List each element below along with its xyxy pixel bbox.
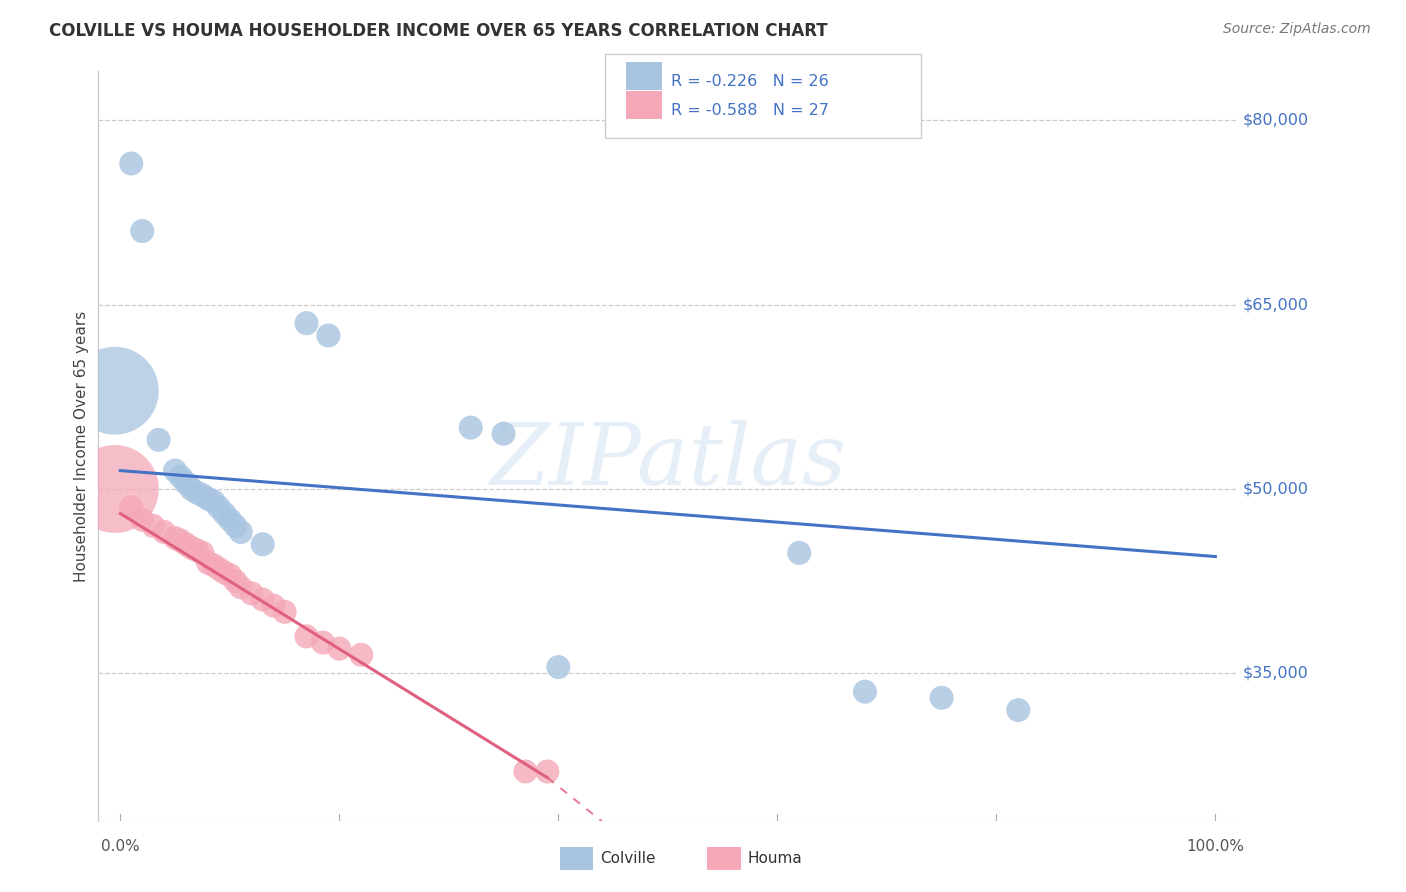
Point [787,546,810,560]
Text: COLVILLE VS HOUMA HOUSEHOLDER INCOME OVER 65 YEARS CORRELATION CHART: COLVILLE VS HOUMA HOUSEHOLDER INCOME OVE… [49,22,828,40]
Point [191,488,214,502]
Point [208,500,231,515]
Text: R = -0.588   N = 27: R = -0.588 N = 27 [671,103,828,118]
Point [252,537,274,551]
Point [202,558,225,573]
Text: $80,000: $80,000 [1243,113,1309,128]
Point [153,524,176,539]
Point [197,556,219,570]
Point [191,546,214,560]
Point [186,485,208,500]
Text: $35,000: $35,000 [1243,665,1309,681]
Point [214,507,236,521]
Point [853,684,876,698]
Point [328,641,350,656]
Point [218,513,240,527]
Text: $65,000: $65,000 [1243,297,1309,312]
Text: $50,000: $50,000 [1243,482,1309,497]
Text: 0.0%: 0.0% [101,839,139,854]
Point [931,690,953,705]
Point [131,224,153,238]
Point [1007,703,1029,717]
Point [120,156,142,170]
Point [295,316,318,330]
Point [104,384,127,398]
Point [224,519,246,533]
Point [174,537,197,551]
Point [208,562,231,576]
Point [148,433,170,447]
Point [197,491,219,506]
Point [229,524,252,539]
Text: ZIPatlas: ZIPatlas [489,419,846,502]
Point [240,586,263,600]
Text: R = -0.226   N = 26: R = -0.226 N = 26 [671,74,828,89]
Point [186,543,208,558]
Text: Colville: Colville [600,851,655,865]
Point [169,469,191,483]
Point [515,764,537,779]
Point [224,574,246,588]
Point [131,513,153,527]
Point [218,568,240,582]
Text: Houma: Houma [748,851,803,865]
Point [174,475,197,490]
Point [273,605,295,619]
Point [120,500,142,515]
Point [460,420,482,434]
Text: Householder Income Over 65 years: Householder Income Over 65 years [75,310,90,582]
Point [318,328,340,343]
Point [165,531,187,545]
Point [202,494,225,508]
Point [350,648,373,662]
Point [169,533,191,548]
Point [142,519,165,533]
Point [263,599,285,613]
Point [252,592,274,607]
Point [547,660,569,674]
Text: Source: ZipAtlas.com: Source: ZipAtlas.com [1223,22,1371,37]
Point [295,629,318,643]
Point [180,482,202,496]
Point [214,566,236,580]
Text: 100.0%: 100.0% [1187,839,1244,854]
Point [104,482,127,496]
Point [165,464,187,478]
Point [492,426,515,441]
Point [536,764,558,779]
Point [229,580,252,594]
Point [312,635,335,649]
Point [180,541,202,555]
